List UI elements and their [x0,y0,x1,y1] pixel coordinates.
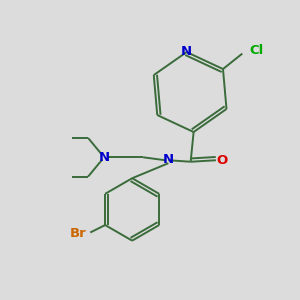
Text: Br: Br [70,227,87,241]
Text: O: O [217,154,228,167]
Text: N: N [163,154,174,166]
Text: N: N [99,151,110,164]
Text: Cl: Cl [249,44,263,57]
Text: N: N [181,45,192,58]
